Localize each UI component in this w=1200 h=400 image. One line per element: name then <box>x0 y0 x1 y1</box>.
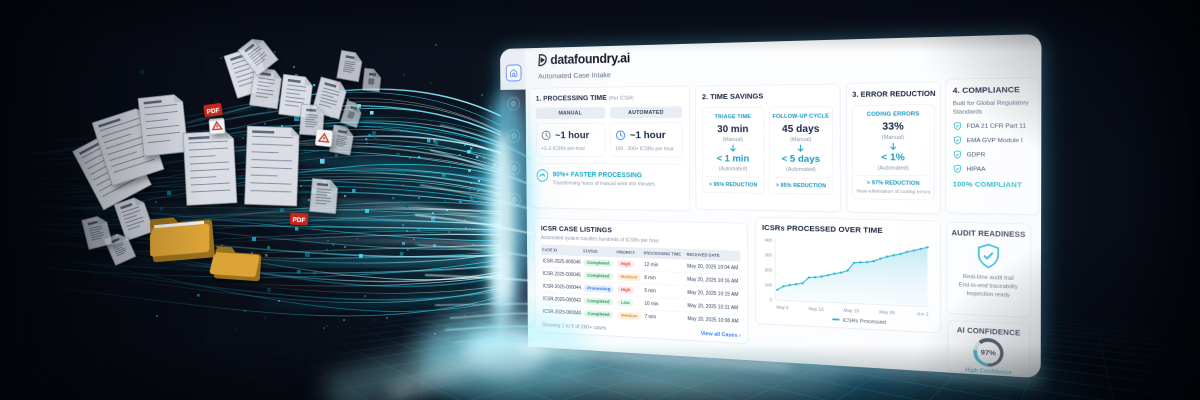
svg-text:ICSRs Processed: ICSRs Processed <box>843 317 887 325</box>
svg-text:May 19: May 19 <box>844 308 859 314</box>
svg-text:200: 200 <box>765 268 772 273</box>
svg-text:Jun 2: Jun 2 <box>917 311 929 317</box>
svg-text:300: 300 <box>765 253 772 258</box>
svg-text:100: 100 <box>765 283 772 288</box>
svg-text:May 5: May 5 <box>776 305 788 310</box>
svg-text:May 26: May 26 <box>879 310 895 316</box>
svg-text:May 12: May 12 <box>809 307 824 313</box>
svg-text:0: 0 <box>770 298 773 303</box>
svg-text:400: 400 <box>765 238 772 243</box>
